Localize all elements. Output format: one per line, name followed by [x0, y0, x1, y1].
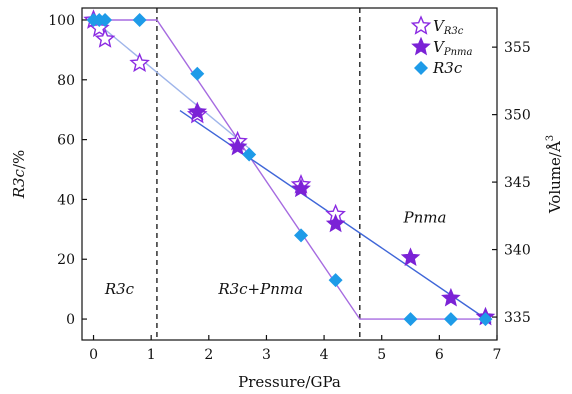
y-left-tick-label: 80: [57, 73, 75, 89]
data-point-r3c: [132, 12, 147, 27]
data-point-r3c: [242, 147, 257, 162]
data-point-r3c: [443, 312, 458, 327]
data-point-v-pnma: [400, 247, 421, 267]
x-tick-label: 0: [89, 347, 98, 363]
y-left-tick-label: 40: [57, 192, 75, 208]
y-left-title-italic: R3c: [10, 168, 28, 199]
fit-line-r3c-fraction: [93, 19, 486, 320]
y-left-tick-label: 100: [48, 13, 75, 29]
plot-frame: [81, 7, 498, 341]
region-labels: R3c R3c+Pnma Pnma: [104, 208, 447, 298]
legend-label: VR3c: [433, 17, 464, 37]
x-tick-label: 2: [204, 347, 213, 363]
x-axis-title: Pressure/GPa: [238, 373, 341, 391]
y-axis-title-left: R3c/%: [10, 150, 28, 200]
legend-label: VPnma: [433, 38, 472, 58]
data-point-v-pnma: [291, 178, 311, 198]
y-left-tick-label: 60: [57, 133, 75, 149]
y-right-title-sup: 3: [545, 135, 556, 141]
data-markers: [83, 9, 496, 327]
y-right-tick-label: 345: [504, 175, 531, 191]
data-point-v-pnma: [187, 101, 208, 121]
region-label: R3c+Pnma: [217, 280, 303, 298]
y-axis-title-right: Volume/Å3: [545, 135, 564, 214]
legend-label: R3c: [432, 59, 463, 77]
y-right-tick-label: 350: [504, 108, 531, 124]
x-tick-label: 1: [147, 347, 156, 363]
data-point-v-r3c: [129, 52, 150, 73]
data-point-r3c: [190, 66, 205, 81]
y-left-tick-label: 20: [57, 252, 75, 268]
x-tick-label: 7: [493, 347, 502, 363]
data-point-r3c: [478, 312, 493, 327]
x-tick-label: 4: [320, 347, 329, 363]
fit-line-v-r3c-fit: [93, 19, 250, 149]
y-left-tick-label: 0: [66, 312, 75, 328]
y-left-title-unit: /%: [10, 150, 28, 169]
x-tick-label: 6: [435, 347, 444, 363]
data-point-r3c: [98, 12, 113, 27]
legend-marker: [411, 36, 431, 56]
y-right-tick-label: 340: [504, 243, 531, 259]
data-point-r3c: [328, 273, 343, 288]
legend-marker: [410, 15, 432, 35]
legend-marker: [414, 61, 428, 75]
region-label: R3c: [104, 280, 135, 298]
y-right-tick-label: 355: [504, 40, 531, 56]
y-right-tick-label: 335: [504, 310, 531, 326]
data-point-v-r3c: [94, 28, 116, 48]
data-point-v-pnma: [441, 287, 461, 307]
region-label: Pnma: [402, 208, 446, 226]
data-point-r3c: [294, 228, 309, 243]
phase-boundaries: [156, 8, 361, 340]
x-tick-label: 5: [377, 347, 386, 363]
data-point-r3c: [403, 312, 418, 327]
data-point-v-pnma: [227, 136, 248, 156]
fit-lines: [93, 19, 492, 324]
y-right-title-main: Volume/Å: [546, 141, 564, 214]
data-point-v-pnma: [325, 213, 346, 233]
x-tick-label: 3: [262, 347, 271, 363]
